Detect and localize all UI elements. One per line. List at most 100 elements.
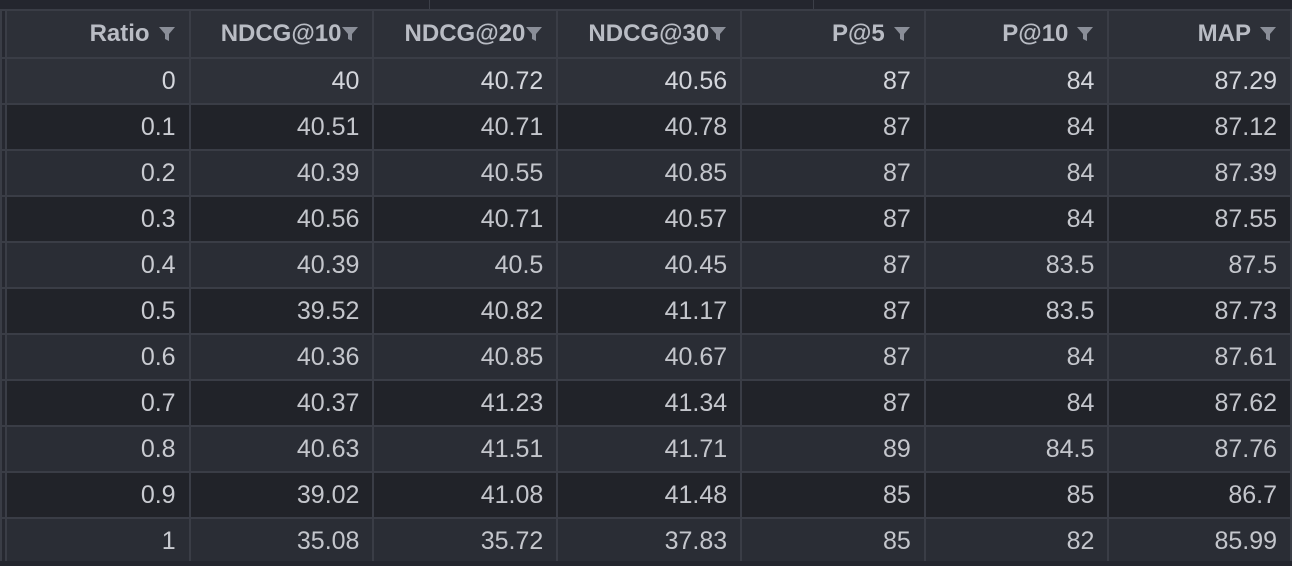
cell-ndcg10[interactable]: 40.39 [188, 149, 375, 197]
cell-ndcg20[interactable]: 40.71 [372, 195, 559, 243]
cell-p5[interactable]: 87 [740, 379, 926, 427]
cell-ratio[interactable]: 0.4 [4, 241, 191, 289]
cell-ratio[interactable]: 0.8 [4, 425, 191, 473]
cell-map[interactable]: 87.29 [1107, 57, 1292, 105]
cell-p5[interactable]: 87 [740, 195, 926, 243]
column-header-ratio[interactable]: Ratio [4, 9, 191, 59]
cell-ndcg20[interactable]: 40.82 [372, 287, 559, 335]
cell-p10[interactable]: 84 [923, 195, 1110, 243]
cell-p5[interactable]: 87 [740, 333, 926, 381]
cell-map[interactable]: 87.73 [1107, 287, 1292, 335]
table-row[interactable]: 1 35.08 35.72 37.83 85 82 85.99 [0, 517, 1292, 565]
cell-p5[interactable]: 87 [740, 241, 926, 289]
cell-ndcg30[interactable]: 37.83 [556, 517, 743, 565]
cell-p5[interactable]: 89 [740, 425, 926, 473]
cell-ndcg10[interactable]: 35.08 [188, 517, 375, 565]
cell-ndcg30[interactable]: 40.56 [556, 57, 743, 105]
cell-ndcg20[interactable]: 41.23 [372, 379, 559, 427]
cell-ndcg10[interactable]: 39.52 [188, 287, 375, 335]
cell-ndcg30[interactable]: 40.57 [556, 195, 743, 243]
cell-map[interactable]: 86.7 [1107, 471, 1292, 519]
cell-ratio[interactable]: 1 [4, 517, 191, 565]
cell-ndcg10[interactable]: 40.36 [188, 333, 375, 381]
cell-p10[interactable]: 84 [923, 333, 1110, 381]
column-header-ndcg20[interactable]: NDCG@20 [372, 9, 559, 59]
cell-ratio[interactable]: 0.2 [4, 149, 191, 197]
cell-ndcg10[interactable]: 40.51 [188, 103, 375, 151]
column-header-ndcg10[interactable]: NDCG@10 [188, 9, 375, 59]
cell-ratio[interactable]: 0.9 [4, 471, 191, 519]
cell-p10[interactable]: 83.5 [923, 287, 1110, 335]
cell-p5[interactable]: 85 [740, 471, 926, 519]
cell-p5[interactable]: 87 [740, 287, 926, 335]
cell-ratio[interactable]: 0.5 [4, 287, 191, 335]
cell-p10[interactable]: 84.5 [923, 425, 1110, 473]
cell-ndcg20[interactable]: 40.5 [372, 241, 559, 289]
cell-ndcg10[interactable]: 40.37 [188, 379, 375, 427]
cell-ndcg20[interactable]: 40.71 [372, 103, 559, 151]
cell-ratio[interactable]: 0.7 [4, 379, 191, 427]
table-row[interactable]: 0.8 40.63 41.51 41.71 89 84.5 87.76 [0, 425, 1292, 473]
cell-p10[interactable]: 83.5 [923, 241, 1110, 289]
cell-ratio[interactable]: 0.1 [4, 103, 191, 151]
table-row[interactable]: 0.9 39.02 41.08 41.48 85 85 86.7 [0, 471, 1292, 519]
cell-ndcg30[interactable]: 40.85 [556, 149, 743, 197]
cell-ndcg30[interactable]: 41.34 [556, 379, 743, 427]
filter-icon[interactable] [709, 25, 727, 43]
table-row[interactable]: 0.7 40.37 41.23 41.34 87 84 87.62 [0, 379, 1292, 427]
column-header-p5[interactable]: P@5 [740, 9, 926, 59]
column-header-map[interactable]: MAP [1107, 9, 1292, 59]
cell-map[interactable]: 87.62 [1107, 379, 1292, 427]
cell-p5[interactable]: 87 [740, 149, 926, 197]
cell-ndcg30[interactable]: 41.48 [556, 471, 743, 519]
table-row[interactable]: 0.1 40.51 40.71 40.78 87 84 87.12 [0, 103, 1292, 151]
filter-icon[interactable] [1259, 25, 1277, 43]
cell-map[interactable]: 85.99 [1107, 517, 1292, 565]
cell-map[interactable]: 87.5 [1107, 241, 1292, 289]
cell-p5[interactable]: 87 [740, 103, 926, 151]
cell-map[interactable]: 87.12 [1107, 103, 1292, 151]
cell-p10[interactable]: 82 [923, 517, 1110, 565]
cell-p5[interactable]: 85 [740, 517, 926, 565]
cell-p5[interactable]: 87 [740, 57, 926, 105]
cell-ndcg20[interactable]: 40.85 [372, 333, 559, 381]
filter-icon[interactable] [158, 25, 176, 43]
column-header-p10[interactable]: P@10 [923, 9, 1110, 59]
cell-p10[interactable]: 85 [923, 471, 1110, 519]
table-row[interactable]: 0.5 39.52 40.82 41.17 87 83.5 87.73 [0, 287, 1292, 335]
cell-ndcg20[interactable]: 41.51 [372, 425, 559, 473]
table-row[interactable]: 0.6 40.36 40.85 40.67 87 84 87.61 [0, 333, 1292, 381]
cell-ndcg30[interactable]: 40.45 [556, 241, 743, 289]
cell-ndcg10[interactable]: 40 [188, 57, 375, 105]
cell-ndcg20[interactable]: 41.08 [372, 471, 559, 519]
filter-icon[interactable] [341, 25, 359, 43]
cell-p10[interactable]: 84 [923, 103, 1110, 151]
cell-ndcg10[interactable]: 40.39 [188, 241, 375, 289]
cell-p10[interactable]: 84 [923, 379, 1110, 427]
cell-ndcg30[interactable]: 41.71 [556, 425, 743, 473]
cell-map[interactable]: 87.61 [1107, 333, 1292, 381]
cell-ndcg10[interactable]: 39.02 [188, 471, 375, 519]
cell-ndcg10[interactable]: 40.56 [188, 195, 375, 243]
cell-p10[interactable]: 84 [923, 149, 1110, 197]
cell-ndcg20[interactable]: 40.72 [372, 57, 559, 105]
table-row[interactable]: 0 40 40.72 40.56 87 84 87.29 [0, 57, 1292, 105]
cell-map[interactable]: 87.76 [1107, 425, 1292, 473]
table-row[interactable]: 0.3 40.56 40.71 40.57 87 84 87.55 [0, 195, 1292, 243]
filter-icon[interactable] [1076, 25, 1094, 43]
cell-ratio[interactable]: 0.6 [4, 333, 191, 381]
cell-ndcg30[interactable]: 40.67 [556, 333, 743, 381]
cell-ndcg30[interactable]: 40.78 [556, 103, 743, 151]
cell-ratio[interactable]: 0 [4, 57, 191, 105]
cell-ndcg20[interactable]: 35.72 [372, 517, 559, 565]
filter-icon[interactable] [893, 25, 911, 43]
filter-icon[interactable] [525, 25, 543, 43]
cell-ndcg20[interactable]: 40.55 [372, 149, 559, 197]
cell-ndcg30[interactable]: 41.17 [556, 287, 743, 335]
table-row[interactable]: 0.4 40.39 40.5 40.45 87 83.5 87.5 [0, 241, 1292, 289]
cell-p10[interactable]: 84 [923, 57, 1110, 105]
cell-map[interactable]: 87.55 [1107, 195, 1292, 243]
cell-ndcg10[interactable]: 40.63 [188, 425, 375, 473]
column-header-ndcg30[interactable]: NDCG@30 [556, 9, 743, 59]
table-row[interactable]: 0.2 40.39 40.55 40.85 87 84 87.39 [0, 149, 1292, 197]
